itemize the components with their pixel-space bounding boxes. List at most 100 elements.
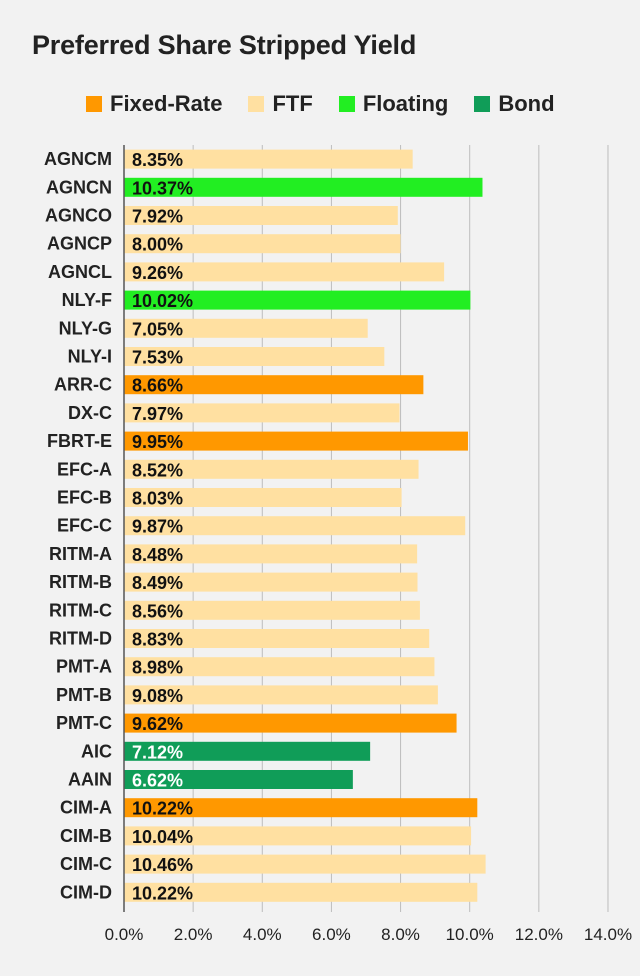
category-label: ARR-C: [54, 375, 112, 395]
category-label: NLY-F: [62, 290, 112, 310]
data-label: 10.46%: [132, 855, 193, 875]
bar: [124, 882, 478, 902]
legend-item-ftf: FTF: [248, 91, 313, 117]
x-tick-label: 0.0%: [105, 925, 144, 944]
legend-label-fixed: Fixed-Rate: [110, 91, 223, 116]
category-label: PMT-C: [56, 713, 112, 733]
bar: [124, 657, 435, 677]
category-label: CIM-D: [60, 882, 112, 902]
data-label: 9.26%: [132, 263, 183, 283]
bar: [124, 149, 413, 169]
x-tick-label: 10.0%: [446, 925, 494, 944]
data-label: 10.37%: [132, 178, 193, 198]
legend-item-floating: Floating: [338, 91, 449, 117]
data-label: 8.03%: [132, 489, 183, 509]
data-label: 8.66%: [132, 376, 183, 396]
category-label: AGNCL: [48, 262, 112, 282]
data-label: 8.48%: [132, 545, 183, 565]
data-label: 6.62%: [132, 771, 183, 791]
x-tick-label: 4.0%: [243, 925, 282, 944]
category-label: CIM-C: [60, 854, 112, 874]
category-label: RITM-C: [49, 600, 112, 620]
bar: [124, 177, 483, 197]
legend-swatch-floating: [338, 96, 355, 112]
category-label: RITM-D: [49, 629, 112, 649]
legend-swatch-ftf: [248, 96, 265, 112]
legend-swatch-bond: [474, 96, 491, 112]
x-tick-label: 14.0%: [584, 925, 632, 944]
legend-label-bond: Bond: [498, 91, 555, 116]
data-label: 8.98%: [132, 658, 183, 678]
data-label: 8.52%: [132, 460, 183, 480]
x-tick-label: 6.0%: [312, 925, 351, 944]
bar: [124, 713, 457, 733]
bar: [124, 685, 438, 705]
legend-item-bond: Bond: [474, 91, 555, 117]
chart-title: Preferred Share Stripped Yield: [32, 30, 417, 60]
x-tick-label: 12.0%: [515, 925, 563, 944]
data-label: 8.35%: [132, 150, 183, 170]
data-label: 10.22%: [132, 799, 193, 819]
bar: [124, 572, 418, 592]
category-label: AGNCM: [44, 149, 112, 169]
data-label: 10.02%: [132, 291, 193, 311]
bar: [124, 488, 402, 507]
bar: [124, 403, 400, 423]
category-label: CIM-B: [60, 826, 112, 846]
category-label: AGNCN: [46, 177, 112, 197]
bar: [124, 431, 468, 451]
bar: [124, 262, 445, 282]
bar: [124, 375, 424, 395]
data-label: 9.87%: [132, 517, 183, 537]
legend-swatch-fixed: [86, 96, 102, 112]
data-label: 8.56%: [132, 601, 183, 621]
category-label: FBRT-E: [47, 431, 112, 451]
data-label: 8.49%: [132, 573, 183, 593]
x-tick-label: 2.0%: [174, 925, 213, 944]
bar: [124, 854, 486, 874]
data-label: 7.97%: [132, 404, 183, 424]
data-label: 7.12%: [132, 742, 183, 762]
data-label: 10.22%: [132, 883, 193, 903]
bar: [124, 600, 420, 620]
bar: [124, 234, 401, 254]
legend: Fixed-Rate FTF Floating Bond: [86, 89, 581, 119]
data-label: 9.62%: [132, 714, 183, 734]
data-label: 9.95%: [132, 432, 183, 452]
category-label: RITM-A: [49, 544, 112, 564]
legend-item-fixed: Fixed-Rate: [86, 91, 222, 117]
category-label: AGNCP: [47, 234, 112, 254]
bar: [124, 544, 418, 564]
category-label: AIC: [81, 741, 112, 761]
data-label: 8.00%: [132, 235, 183, 255]
data-label: 9.08%: [132, 686, 183, 706]
bar: [124, 770, 353, 789]
bar: [124, 629, 430, 648]
legend-label-ftf: FTF: [272, 91, 313, 116]
category-label: DX-C: [68, 403, 112, 423]
bar: [124, 318, 368, 338]
category-label: CIM-A: [60, 798, 112, 818]
data-label: 7.53%: [132, 348, 183, 368]
x-tick-label: 8.0%: [381, 925, 420, 944]
bar: [124, 826, 472, 846]
category-label: EFC-B: [57, 488, 112, 508]
category-label: EFC-C: [57, 516, 112, 536]
category-label: AAIN: [68, 770, 112, 790]
category-label: EFC-A: [57, 459, 112, 479]
legend-label-floating: Floating: [362, 91, 449, 116]
category-label: NLY-G: [59, 318, 112, 338]
data-label: 8.83%: [132, 630, 183, 650]
data-label: 7.92%: [132, 207, 183, 227]
category-label: RITM-B: [49, 572, 112, 592]
bar: [124, 516, 466, 536]
category-label: AGNCO: [45, 206, 112, 226]
bar: [124, 798, 478, 818]
category-label: PMT-B: [56, 685, 112, 705]
bar: [124, 459, 419, 479]
bar: [124, 290, 471, 310]
data-label: 10.04%: [132, 827, 193, 847]
bar: [124, 741, 371, 761]
category-label: NLY-I: [68, 347, 112, 367]
